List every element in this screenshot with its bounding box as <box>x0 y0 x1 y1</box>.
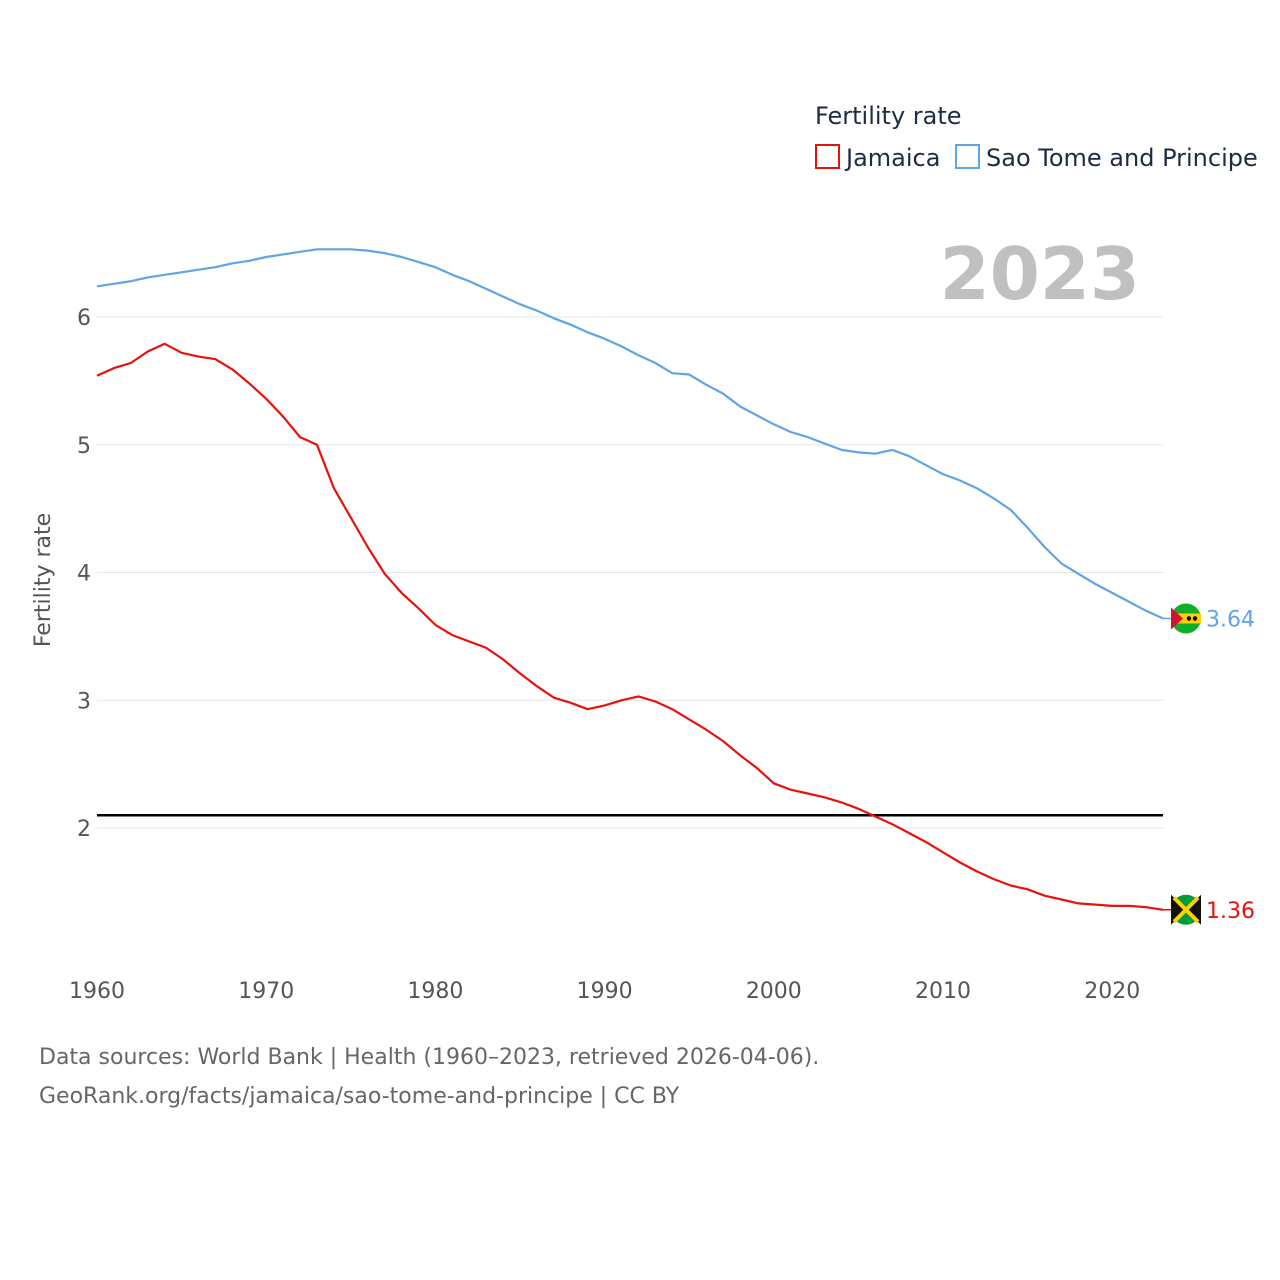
y-tick-4: 4 <box>77 562 91 587</box>
y-axis-label: Fertility rate <box>31 513 56 647</box>
x-tick-1980: 1980 <box>407 979 463 1004</box>
x-tick-1960: 1960 <box>69 979 125 1004</box>
legend-swatch-jamaica[interactable] <box>815 144 840 169</box>
source-note: Data sources: World Bank | Health (1960–… <box>39 1045 820 1070</box>
y-tick-2: 2 <box>77 817 91 842</box>
x-tick-2020: 2020 <box>1084 979 1140 1004</box>
x-tick-2000: 2000 <box>746 979 802 1004</box>
y-tick-3: 3 <box>77 689 91 714</box>
line-chart: 2 3 4 5 6 1960 1970 1980 1990 2000 2010 2020 Ferti… <box>31 102 1258 1004</box>
series-end-labels: 1.36 3.64 <box>1163 603 1255 925</box>
y-tick-5: 5 <box>77 434 91 459</box>
x-axis-ticks: 1960 1970 1980 1990 2000 2010 2020 <box>69 979 1140 1004</box>
x-tick-1990: 1990 <box>577 979 633 1004</box>
end-value-label-0: 1.36 <box>1206 899 1255 924</box>
y-tick-6: 6 <box>77 306 91 331</box>
jamaica-flag-icon <box>1171 894 1201 925</box>
sao-tome-flag-icon <box>1171 603 1201 634</box>
source-url[interactable]: GeoRank.org/facts/jamaica/sao-tome-and-p… <box>39 1084 680 1109</box>
y-axis-ticks: 2 3 4 5 6 <box>77 306 91 842</box>
x-tick-1970: 1970 <box>238 979 294 1004</box>
legend-swatch-sao-tome[interactable] <box>955 144 980 169</box>
legend: Fertility rate Jamaica Sao Tome and Prin… <box>815 102 1258 172</box>
series-line-1[interactable] <box>96 248 1164 620</box>
series-lines <box>96 248 1164 911</box>
legend-label-jamaica[interactable]: Jamaica <box>844 144 940 172</box>
x-tick-2010: 2010 <box>915 979 971 1004</box>
series-line-0[interactable] <box>96 342 1164 911</box>
year-label: 2023 <box>940 232 1140 316</box>
end-value-label-1: 3.64 <box>1206 607 1255 632</box>
legend-label-sao-tome[interactable]: Sao Tome and Principe <box>986 144 1258 172</box>
gridlines <box>97 316 1163 829</box>
legend-title: Fertility rate <box>815 102 962 130</box>
